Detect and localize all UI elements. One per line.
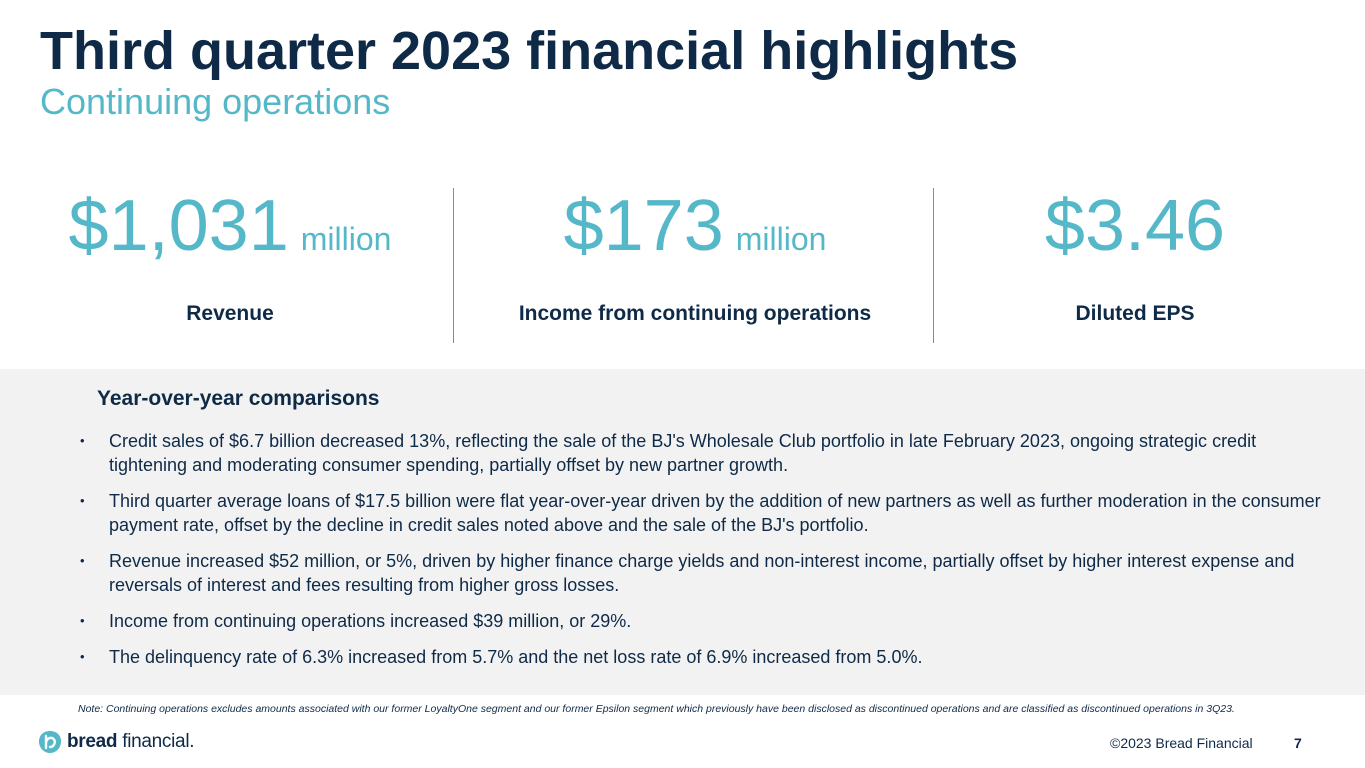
list-item: • The delinquency rate of 6.3% increased … bbox=[80, 645, 1330, 669]
vertical-divider bbox=[453, 188, 454, 343]
kpi-label: Diluted EPS bbox=[1075, 302, 1195, 325]
footnote: Note: Continuing operations excludes amo… bbox=[78, 703, 1235, 715]
bullet-icon: • bbox=[80, 649, 85, 664]
comparisons-heading: Year-over-year comparisons bbox=[97, 387, 380, 410]
kpi-label: Income from continuing operations bbox=[518, 302, 872, 325]
logo-word-bread: bread bbox=[67, 731, 118, 752]
list-item-text: The delinquency rate of 6.3% increased f… bbox=[109, 647, 923, 667]
list-item-text: Third quarter average loans of $17.5 bil… bbox=[109, 491, 1321, 535]
bullet-icon: • bbox=[80, 553, 85, 568]
logo-dot: . bbox=[189, 731, 195, 752]
kpi-value-row: $173 million bbox=[455, 186, 935, 286]
list-item-text: Revenue increased $52 million, or 5%, dr… bbox=[109, 551, 1295, 595]
kpi-value-row: $3.46 bbox=[935, 186, 1335, 286]
kpi-income: $173 million Income from continuing opera… bbox=[455, 186, 935, 325]
kpi-unit: million bbox=[735, 221, 827, 257]
list-item-text: Credit sales of $6.7 billion decreased 1… bbox=[109, 431, 1257, 475]
list-item: • Income from continuing operations incre… bbox=[80, 609, 1330, 633]
kpi-value: $3.46 bbox=[1044, 186, 1226, 266]
bread-financial-logo: bread financial. bbox=[38, 730, 195, 754]
list-item: • Credit sales of $6.7 billion decreased … bbox=[80, 429, 1330, 477]
page-number: 7 bbox=[1294, 735, 1302, 751]
kpi-unit: million bbox=[300, 221, 392, 257]
logo-wordmark: bread financial. bbox=[67, 731, 195, 753]
bullet-icon: • bbox=[80, 433, 85, 448]
slide-subtitle: Continuing operations bbox=[40, 81, 391, 122]
kpi-value: $173 bbox=[563, 186, 724, 266]
kpi-value: $1,031 bbox=[68, 186, 289, 266]
kpi-eps: $3.46 Diluted EPS bbox=[935, 186, 1335, 325]
kpi-revenue: $1,031 million Revenue bbox=[20, 186, 440, 325]
list-item: • Third quarter average loans of $17.5 bi… bbox=[80, 489, 1330, 537]
kpi-label: Revenue bbox=[186, 302, 274, 325]
slide-title: Third quarter 2023 financial highlights bbox=[40, 21, 1019, 81]
bread-financial-logo-icon bbox=[39, 731, 61, 753]
copyright-text: ©2023 Bread Financial bbox=[1110, 735, 1253, 751]
comparisons-panel: Year-over-year comparisons • Credit sales… bbox=[0, 369, 1365, 695]
list-item-text: Income from continuing operations increa… bbox=[109, 611, 632, 631]
bullet-icon: • bbox=[80, 493, 85, 508]
vertical-divider bbox=[933, 188, 934, 343]
list-item: • Revenue increased $52 million, or 5%, d… bbox=[80, 549, 1330, 597]
kpi-value-row: $1,031 million bbox=[20, 186, 440, 286]
comparisons-list: • Credit sales of $6.7 billion decreased … bbox=[80, 429, 1330, 681]
bullet-icon: • bbox=[80, 613, 85, 628]
logo-word-financial: financial bbox=[122, 731, 190, 752]
